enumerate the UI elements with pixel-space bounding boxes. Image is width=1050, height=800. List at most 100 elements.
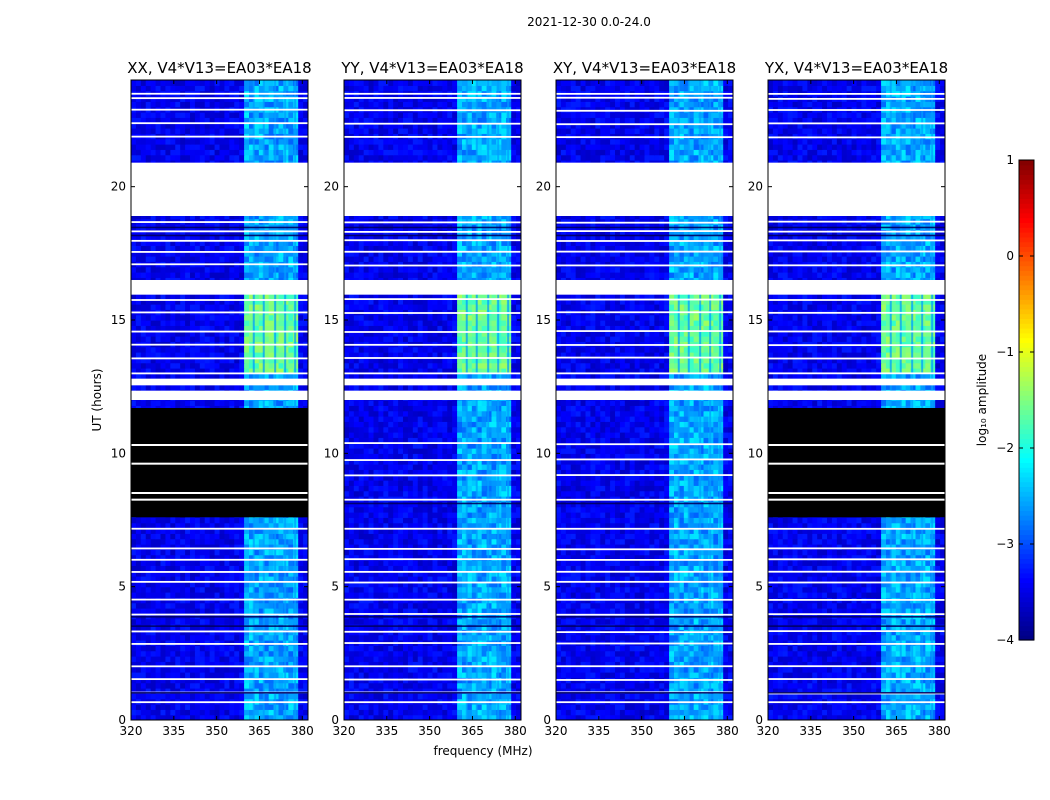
heatmap-cell	[185, 117, 191, 124]
heatmap-cell	[353, 634, 360, 641]
heatmap-cell	[229, 240, 235, 246]
heatmap-cell	[268, 80, 275, 86]
heatmap-cell	[239, 586, 245, 593]
heatmap-cell	[185, 373, 191, 380]
heatmap-cell	[214, 213, 221, 220]
heatmap-cell	[194, 517, 201, 524]
heatmap-cell	[175, 704, 181, 710]
heatmap-cell	[135, 362, 142, 369]
heatmap-cell	[258, 645, 265, 652]
heatmap-cell	[135, 602, 142, 609]
heatmap-cell	[131, 517, 137, 524]
heatmap-cell	[190, 650, 196, 657]
heatmap-cell	[363, 709, 370, 716]
heatmap-cell	[239, 554, 245, 561]
heatmap-cell	[131, 677, 137, 684]
heatmap-cell	[175, 256, 181, 262]
heatmap-cell	[214, 240, 221, 246]
heatmap-cell	[131, 352, 137, 358]
heatmap-cell	[253, 549, 260, 556]
heatmap-cell	[155, 544, 162, 550]
heatmap-cell	[199, 101, 206, 108]
heatmap-cell	[135, 608, 142, 614]
heatmap-cell	[224, 293, 230, 300]
heatmap-cell	[403, 672, 409, 678]
heatmap-cell	[199, 682, 206, 689]
heatmap-cell	[268, 544, 275, 550]
heatmap-cell	[273, 117, 280, 124]
heatmap-cell	[283, 138, 289, 145]
heatmap-cell	[224, 266, 230, 273]
heatmap-cell	[239, 352, 245, 358]
heatmap-cell	[273, 522, 280, 529]
heatmap-cell	[388, 656, 394, 662]
heatmap-cell	[442, 672, 448, 678]
heatmap-cell	[135, 122, 142, 129]
heatmap-cell	[471, 682, 478, 689]
heatmap-cell	[194, 154, 201, 161]
heatmap-cell	[298, 229, 304, 236]
heatmap-cell	[476, 714, 483, 720]
heatmap-cell	[199, 373, 206, 380]
heatmap-cell	[190, 640, 196, 646]
heatmap-cell	[224, 229, 230, 236]
heatmap-cell	[185, 533, 191, 540]
heatmap-cell	[417, 704, 424, 710]
heatmap-cell	[253, 101, 260, 108]
heatmap-cell	[412, 656, 419, 662]
heatmap-cell	[249, 144, 255, 150]
heatmap-cell	[165, 256, 171, 262]
heatmap-cell	[244, 544, 250, 550]
heatmap-cell	[486, 656, 493, 662]
heatmap-cell	[185, 709, 191, 716]
heatmap-cell	[131, 522, 137, 529]
heatmap-cell	[263, 560, 270, 566]
flag-line	[131, 527, 308, 530]
heatmap-cell	[239, 656, 245, 662]
heatmap-cell	[303, 384, 308, 390]
heatmap-cell	[170, 581, 176, 588]
heatmap-cell	[150, 85, 157, 92]
heatmap-cell	[160, 517, 167, 524]
heatmap-cell	[140, 149, 147, 156]
heatmap-cell	[283, 538, 289, 545]
heatmap-cell	[258, 650, 265, 657]
heatmap-cell	[170, 384, 176, 390]
heatmap-cell	[244, 672, 250, 678]
heatmap-cell	[190, 138, 196, 145]
heatmap-cell	[190, 602, 196, 609]
heatmap-cell	[180, 357, 186, 364]
heatmap-cell	[398, 666, 404, 673]
heatmap-cell	[185, 666, 191, 673]
heatmap-cell	[239, 704, 245, 710]
heatmap-cell	[170, 709, 176, 716]
heatmap-cell	[437, 666, 443, 673]
heatmap-cell	[131, 320, 137, 326]
heatmap-cell	[501, 682, 507, 689]
heatmap-cell	[155, 229, 162, 236]
heatmap-cell	[209, 544, 216, 550]
heatmap-cell	[462, 666, 468, 673]
heatmap-cell	[165, 314, 171, 321]
heatmap-cell	[219, 661, 226, 668]
heatmap-cell	[155, 320, 162, 326]
heatmap-cell	[239, 362, 245, 369]
heatmap-cell	[263, 149, 270, 156]
heatmap-cell	[209, 682, 216, 689]
heatmap-cell	[358, 650, 365, 657]
heatmap-cell	[283, 320, 289, 326]
heatmap-cell	[273, 362, 280, 369]
heatmap-cell	[234, 256, 240, 262]
heatmap-cell	[239, 549, 245, 556]
heatmap-cell	[263, 576, 270, 582]
heatmap-cell	[214, 618, 221, 625]
heatmap-cell	[258, 661, 265, 668]
heatmap-cell	[268, 400, 275, 406]
heatmap-cell	[160, 101, 167, 108]
heatmap-cell	[288, 661, 294, 668]
heatmap-cell	[249, 517, 255, 524]
heatmap-cell	[135, 304, 142, 310]
heatmap-cell	[234, 533, 240, 540]
heatmap-cell	[348, 661, 355, 668]
heatmap-cell	[194, 704, 201, 710]
